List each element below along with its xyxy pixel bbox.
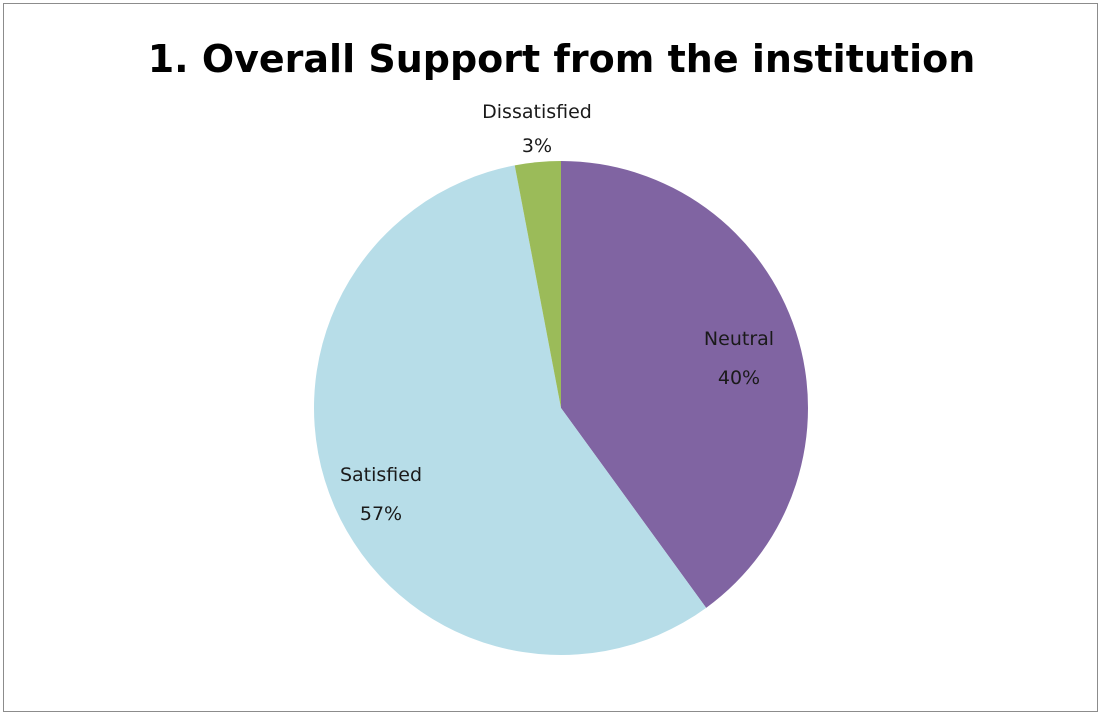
pie-slice-neutral (561, 161, 809, 608)
pie-slice-dissatisfied (514, 161, 561, 408)
slice-percent-satisfied: 57% (360, 503, 402, 525)
chart-title: 1. Overall Support from the institution (147, 37, 976, 81)
slice-percent-neutral: 40% (718, 367, 760, 389)
slice-label-satisfied: Satisfied (340, 464, 422, 486)
pie-slices (314, 161, 809, 656)
pie-slice-satisfied (314, 165, 707, 656)
pie-labels: Neutral 40% Satisfied 57% Dissatisfied 3% (340, 101, 774, 525)
slice-label-neutral: Neutral (704, 328, 774, 350)
slice-percent-dissatisfied: 3% (522, 135, 552, 157)
slice-label-dissatisfied: Dissatisfied (482, 101, 592, 123)
